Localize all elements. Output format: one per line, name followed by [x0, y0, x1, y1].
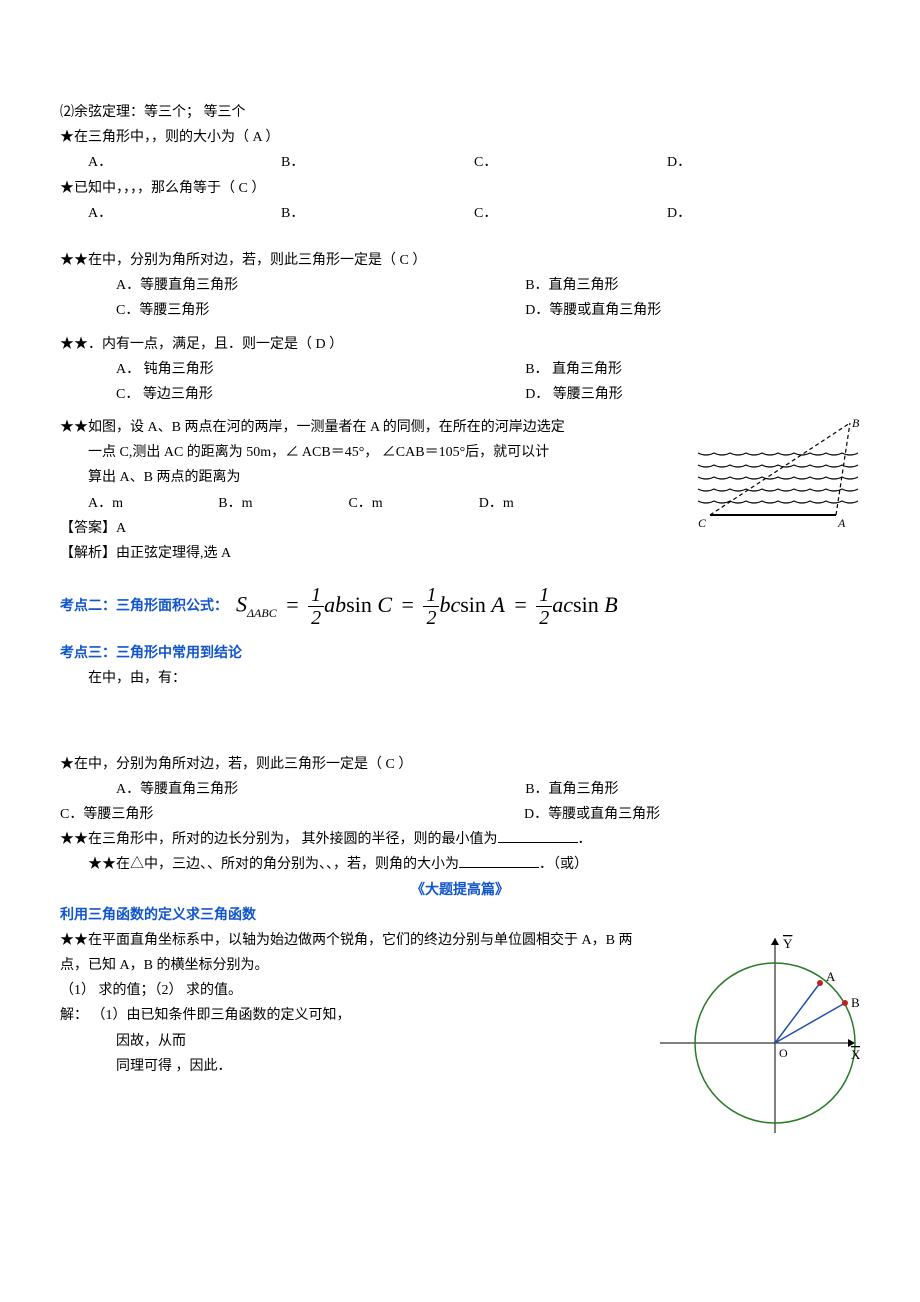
svg-text:C: C — [698, 516, 707, 530]
q8-blank — [459, 854, 539, 868]
q6-opt-c: C．等腰三角形 — [60, 802, 524, 827]
q4-row2: C． 等边三角形 D． 等腰三角形 — [60, 382, 860, 407]
q3-stem: ★★在中，分别为角所对边，若，则此三角形一定是（ C ） — [60, 248, 860, 273]
kd2-math: SΔABC = 12absin C = 12bcsin A = 12acsin … — [236, 584, 618, 629]
q2-options: A． B． C． D． — [60, 201, 860, 226]
q6-row2: C．等腰三角形 D．等腰或直角三角形 — [60, 802, 860, 827]
q3-row2: C．等腰三角形 D．等腰或直角三角形 — [60, 298, 860, 323]
svg-text:O: O — [779, 1046, 788, 1060]
q5-opt-c: C．m — [348, 491, 478, 516]
q1-stem: ★在三角形中，，则的大小为（ A ） — [60, 125, 860, 150]
q3-opt-c: C．等腰三角形 — [116, 298, 525, 323]
river-diagram: B A C — [690, 415, 860, 530]
q3-opt-b: B．直角三角形 — [525, 273, 860, 298]
coord-diagram: AB O X Y — [650, 928, 860, 1138]
section-def-title: 利用三角函数的定义求三角函数 — [60, 903, 860, 928]
q6-opt-b: B．直角三角形 — [525, 777, 860, 802]
q6-opt-a: A．等腰直角三角形 — [116, 777, 525, 802]
q2-opt-a: A． — [88, 201, 281, 226]
kd3-label: 考点三：三角形中常用到结论 — [60, 641, 860, 666]
kd3-line1: 在中，由，有： — [60, 666, 860, 691]
q3-opt-a: A．等腰直角三角形 — [116, 273, 525, 298]
kd2-label: 考点二：三角形面积公式： — [60, 594, 228, 619]
q1-options: A． B． C． D． — [60, 150, 860, 175]
svg-text:Y: Y — [783, 936, 793, 951]
big-title: 《大题提高篇》 — [60, 878, 860, 903]
q2-stem: ★已知中，，，，那么角等于（ C ） — [60, 176, 860, 201]
q4-opt-b: B． 直角三角形 — [525, 357, 860, 382]
q8-text: ★★在△中，三边、、所对的角分别为、、，若，则角的大小为 — [88, 857, 459, 872]
q3-opt-d: D．等腰或直角三角形 — [525, 298, 860, 323]
q6-opt-d: D．等腰或直角三角形 — [524, 802, 860, 827]
q3-row1: A．等腰直角三角形 B．直角三角形 — [60, 273, 860, 298]
q5-opt-d: D．m — [479, 491, 609, 516]
S-symbol: S — [236, 592, 247, 617]
svg-text:B: B — [852, 416, 860, 430]
q7-line: ★★在三角形中，所对的边长分别为， 其外接圆的半径，则的最小值为 ． — [60, 827, 860, 852]
q4-opt-c: C． 等边三角形 — [116, 382, 525, 407]
q5-opt-a: A．m — [88, 491, 218, 516]
q6-row1: A．等腰直角三角形 B．直角三角形 — [60, 777, 860, 802]
q4-opt-d: D． 等腰三角形 — [525, 382, 860, 407]
q7-text: ★★在三角形中，所对的边长分别为， 其外接圆的半径，则的最小值为 — [60, 832, 498, 847]
svg-text:A: A — [826, 969, 836, 984]
S-subscript: ΔABC — [247, 606, 277, 620]
svg-text:B: B — [851, 995, 860, 1010]
q2-opt-d: D． — [667, 201, 860, 226]
q5-opt-b: B．m — [218, 491, 348, 516]
q8-line: ★★在△中，三边、、所对的角分别为、、，若，则角的大小为 ．（或） — [60, 852, 860, 877]
svg-text:X: X — [851, 1047, 860, 1062]
q6-stem: ★在中，分别为角所对边，若，则此三角形一定是（ C ） — [60, 752, 860, 777]
svg-text:A: A — [837, 516, 846, 530]
q5-solution: 【解析】由正弦定理得,选 A — [60, 541, 860, 566]
q8-tail: ．（或） — [539, 857, 588, 872]
q2-opt-b: B． — [281, 201, 474, 226]
q4-opt-a: A． 钝角三角形 — [116, 357, 525, 382]
q1-opt-b: B． — [281, 150, 474, 175]
q7-tail: ． — [578, 832, 592, 847]
q4-row1: A． 钝角三角形 B． 直角三角形 — [60, 357, 860, 382]
q2-opt-c: C． — [474, 201, 667, 226]
q1-opt-d: D． — [667, 150, 860, 175]
cosine-theorem-line: ⑵余弦定理：等三个； 等三个 — [60, 100, 860, 125]
kd2-formula: 考点二：三角形面积公式： SΔABC = 12absin C = 12bcsin… — [60, 584, 860, 629]
q5-options: A．m B．m C．m D．m — [60, 491, 680, 516]
q1-opt-a: A． — [88, 150, 281, 175]
q4-stem: ★★．内有一点，满足，且．则一定是（ D ） — [60, 332, 860, 357]
q7-blank — [498, 829, 578, 843]
q1-opt-c: C． — [474, 150, 667, 175]
